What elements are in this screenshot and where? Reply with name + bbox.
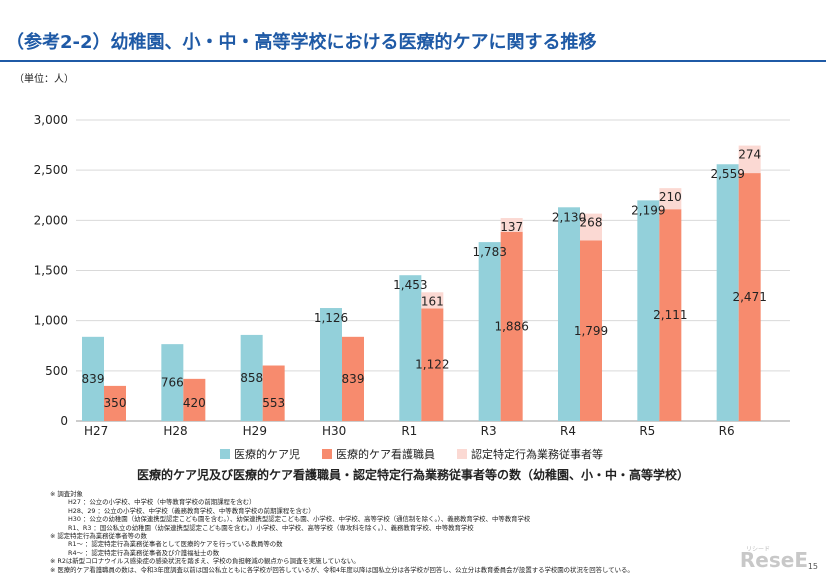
data-label-nurse: 350 xyxy=(104,396,127,410)
y-tick-label: 2,000 xyxy=(34,213,68,227)
footnote-line: H28、29 ：公立の小学校、中学校（義務教育学校、中等教育学校の前期課程を含む… xyxy=(68,506,315,515)
chart-caption: 医療的ケア児及び医療的ケア看護職員・認定特定行為業務従事者等の数（幼稚園、小・中… xyxy=(136,468,689,482)
bar-certified xyxy=(500,218,523,232)
bar-nurse xyxy=(342,336,364,421)
watermark-logo: ReseE xyxy=(739,548,808,572)
bar-child xyxy=(637,200,660,421)
bar-nurse xyxy=(738,173,761,421)
x-tick-label: R3 xyxy=(481,424,497,438)
data-label-child: 2,130 xyxy=(552,210,586,224)
bar-nurse xyxy=(500,231,523,421)
bar-nurse xyxy=(421,308,444,421)
legend-swatch-nurse xyxy=(322,449,332,459)
y-tick-label: 2,500 xyxy=(34,163,68,177)
data-label-certified: 274 xyxy=(738,148,761,162)
data-label-child: 1,453 xyxy=(393,278,427,292)
data-label-nurse: 2,471 xyxy=(732,290,766,304)
legend-label-nurse: 医療的ケア看護職員 xyxy=(336,448,435,461)
bar-chart: 0 500 1,000 1,500 2,000 2,500 3,000 839 350 H27 76… xyxy=(34,113,790,438)
bar-child xyxy=(240,334,263,421)
data-label-certified: 161 xyxy=(421,294,444,308)
y-tick-label: 500 xyxy=(45,364,68,378)
footnote-line: H30 ：公立の幼稚園（幼保連携型認定こども園を含む。）、幼保連携型認定こども園… xyxy=(68,515,531,524)
x-tick-label: R6 xyxy=(719,424,735,438)
bar-child xyxy=(478,242,501,421)
data-label-certified: 137 xyxy=(500,220,523,234)
legend-label-certified: 認定特定行為業務従事者等 xyxy=(471,448,603,461)
bar-nurse xyxy=(104,385,126,421)
data-label-nurse: 553 xyxy=(262,396,285,410)
data-label-child: 839 xyxy=(82,372,105,386)
bar-nurse xyxy=(580,240,602,421)
x-tick-label: H27 xyxy=(84,424,108,438)
footnote-line: H27 ：公立の小学校、中学校（中等教育学校の前期課程を含む） xyxy=(68,498,256,507)
data-label-child: 1,783 xyxy=(472,245,506,259)
bar-child xyxy=(558,207,580,421)
bar-certified xyxy=(421,292,444,309)
bar-child xyxy=(716,164,739,421)
legend-item-nurse: 医療的ケア看護職員 xyxy=(322,446,435,462)
data-label-nurse: 1,886 xyxy=(494,319,528,333)
bar-child xyxy=(399,275,422,421)
x-tick-label: H29 xyxy=(243,424,267,438)
footnote-line: ※ 調査対象 xyxy=(50,490,83,498)
data-label-nurse: 2,111 xyxy=(653,308,687,322)
bar-nurse xyxy=(183,378,206,421)
page-title: （参考2-2）幼稚園、小・中・高等学校における医療的ケアに関する推移 xyxy=(6,32,597,53)
footnotes: ※ 調査対象 H27 ：公立の小学校、中学校（中等教育学校の前期課程を含む） H28… xyxy=(50,490,790,574)
data-label-nurse: 839 xyxy=(342,372,365,386)
legend-swatch-child xyxy=(220,449,230,459)
x-tick-label: R5 xyxy=(639,424,655,438)
x-tick-label: R4 xyxy=(560,424,576,438)
chart-legend: 医療的ケア児 医療的ケア看護職員 認定特定行為業務従事者等 xyxy=(220,446,603,462)
legend-item-certified: 認定特定行為業務従事者等 xyxy=(457,446,603,462)
y-tick-label: 1,000 xyxy=(34,314,68,328)
data-label-nurse: 1,122 xyxy=(415,358,449,372)
footnote-line: ※ 医療的ケア看護職員の数は、令和3年度調査以前は国公私立ともに各学校が回答して… xyxy=(50,565,634,574)
bar-nurse xyxy=(262,365,285,421)
legend-item-child: 医療的ケア児 xyxy=(220,446,300,462)
y-tick-label: 0 xyxy=(60,414,68,428)
watermark-subtext: リシード xyxy=(745,546,770,553)
data-label-child: 766 xyxy=(161,376,184,390)
footnote-line: ※ R2は新型コロナウイルス感染症の感染状況を踏まえ、学校の負担軽減の観点から調… xyxy=(50,557,360,566)
footnote-line: R1～ ：認定特定行為業務従事者として医療的ケアを行っている教員等の数 xyxy=(68,540,283,549)
data-label-child: 858 xyxy=(240,371,263,385)
bar-child xyxy=(82,336,104,421)
footnote-line: R1、R3 ：国公私立の幼稚園（幼保連携型認定こども園を含む。）小学校、中学校、… xyxy=(68,523,474,532)
title-divider xyxy=(0,60,826,62)
bar-nurse xyxy=(659,209,682,421)
footnote-line: R4～ ：認定特定行為業務従事者及び介護福祉士の数 xyxy=(68,548,220,557)
legend-label-child: 医療的ケア児 xyxy=(234,448,300,461)
data-label-nurse: 420 xyxy=(183,396,206,410)
bar-certified xyxy=(659,188,682,210)
data-label-child: 2,559 xyxy=(710,167,744,181)
unit-label: （単位：人） xyxy=(14,74,74,85)
bar-certified xyxy=(738,145,761,174)
data-label-certified: 268 xyxy=(580,216,603,230)
x-tick-label: H30 xyxy=(322,424,346,438)
data-label-child: 1,126 xyxy=(314,311,348,325)
data-label-certified: 210 xyxy=(659,190,682,204)
bar-certified xyxy=(580,213,602,241)
y-tick-label: 3,000 xyxy=(34,113,68,127)
footnote-line: ※ 認定特定行為業務従事者等の数 xyxy=(50,532,147,541)
bar-child xyxy=(320,308,342,421)
data-label-nurse: 1,799 xyxy=(574,324,608,338)
x-tick-label: R1 xyxy=(401,424,417,438)
data-label-child: 2,199 xyxy=(631,203,665,217)
y-tick-label: 1,500 xyxy=(34,264,68,278)
page-number: 15 xyxy=(807,562,818,571)
bar-child xyxy=(161,344,184,421)
legend-swatch-certified xyxy=(457,449,467,459)
x-tick-label: H28 xyxy=(163,424,187,438)
